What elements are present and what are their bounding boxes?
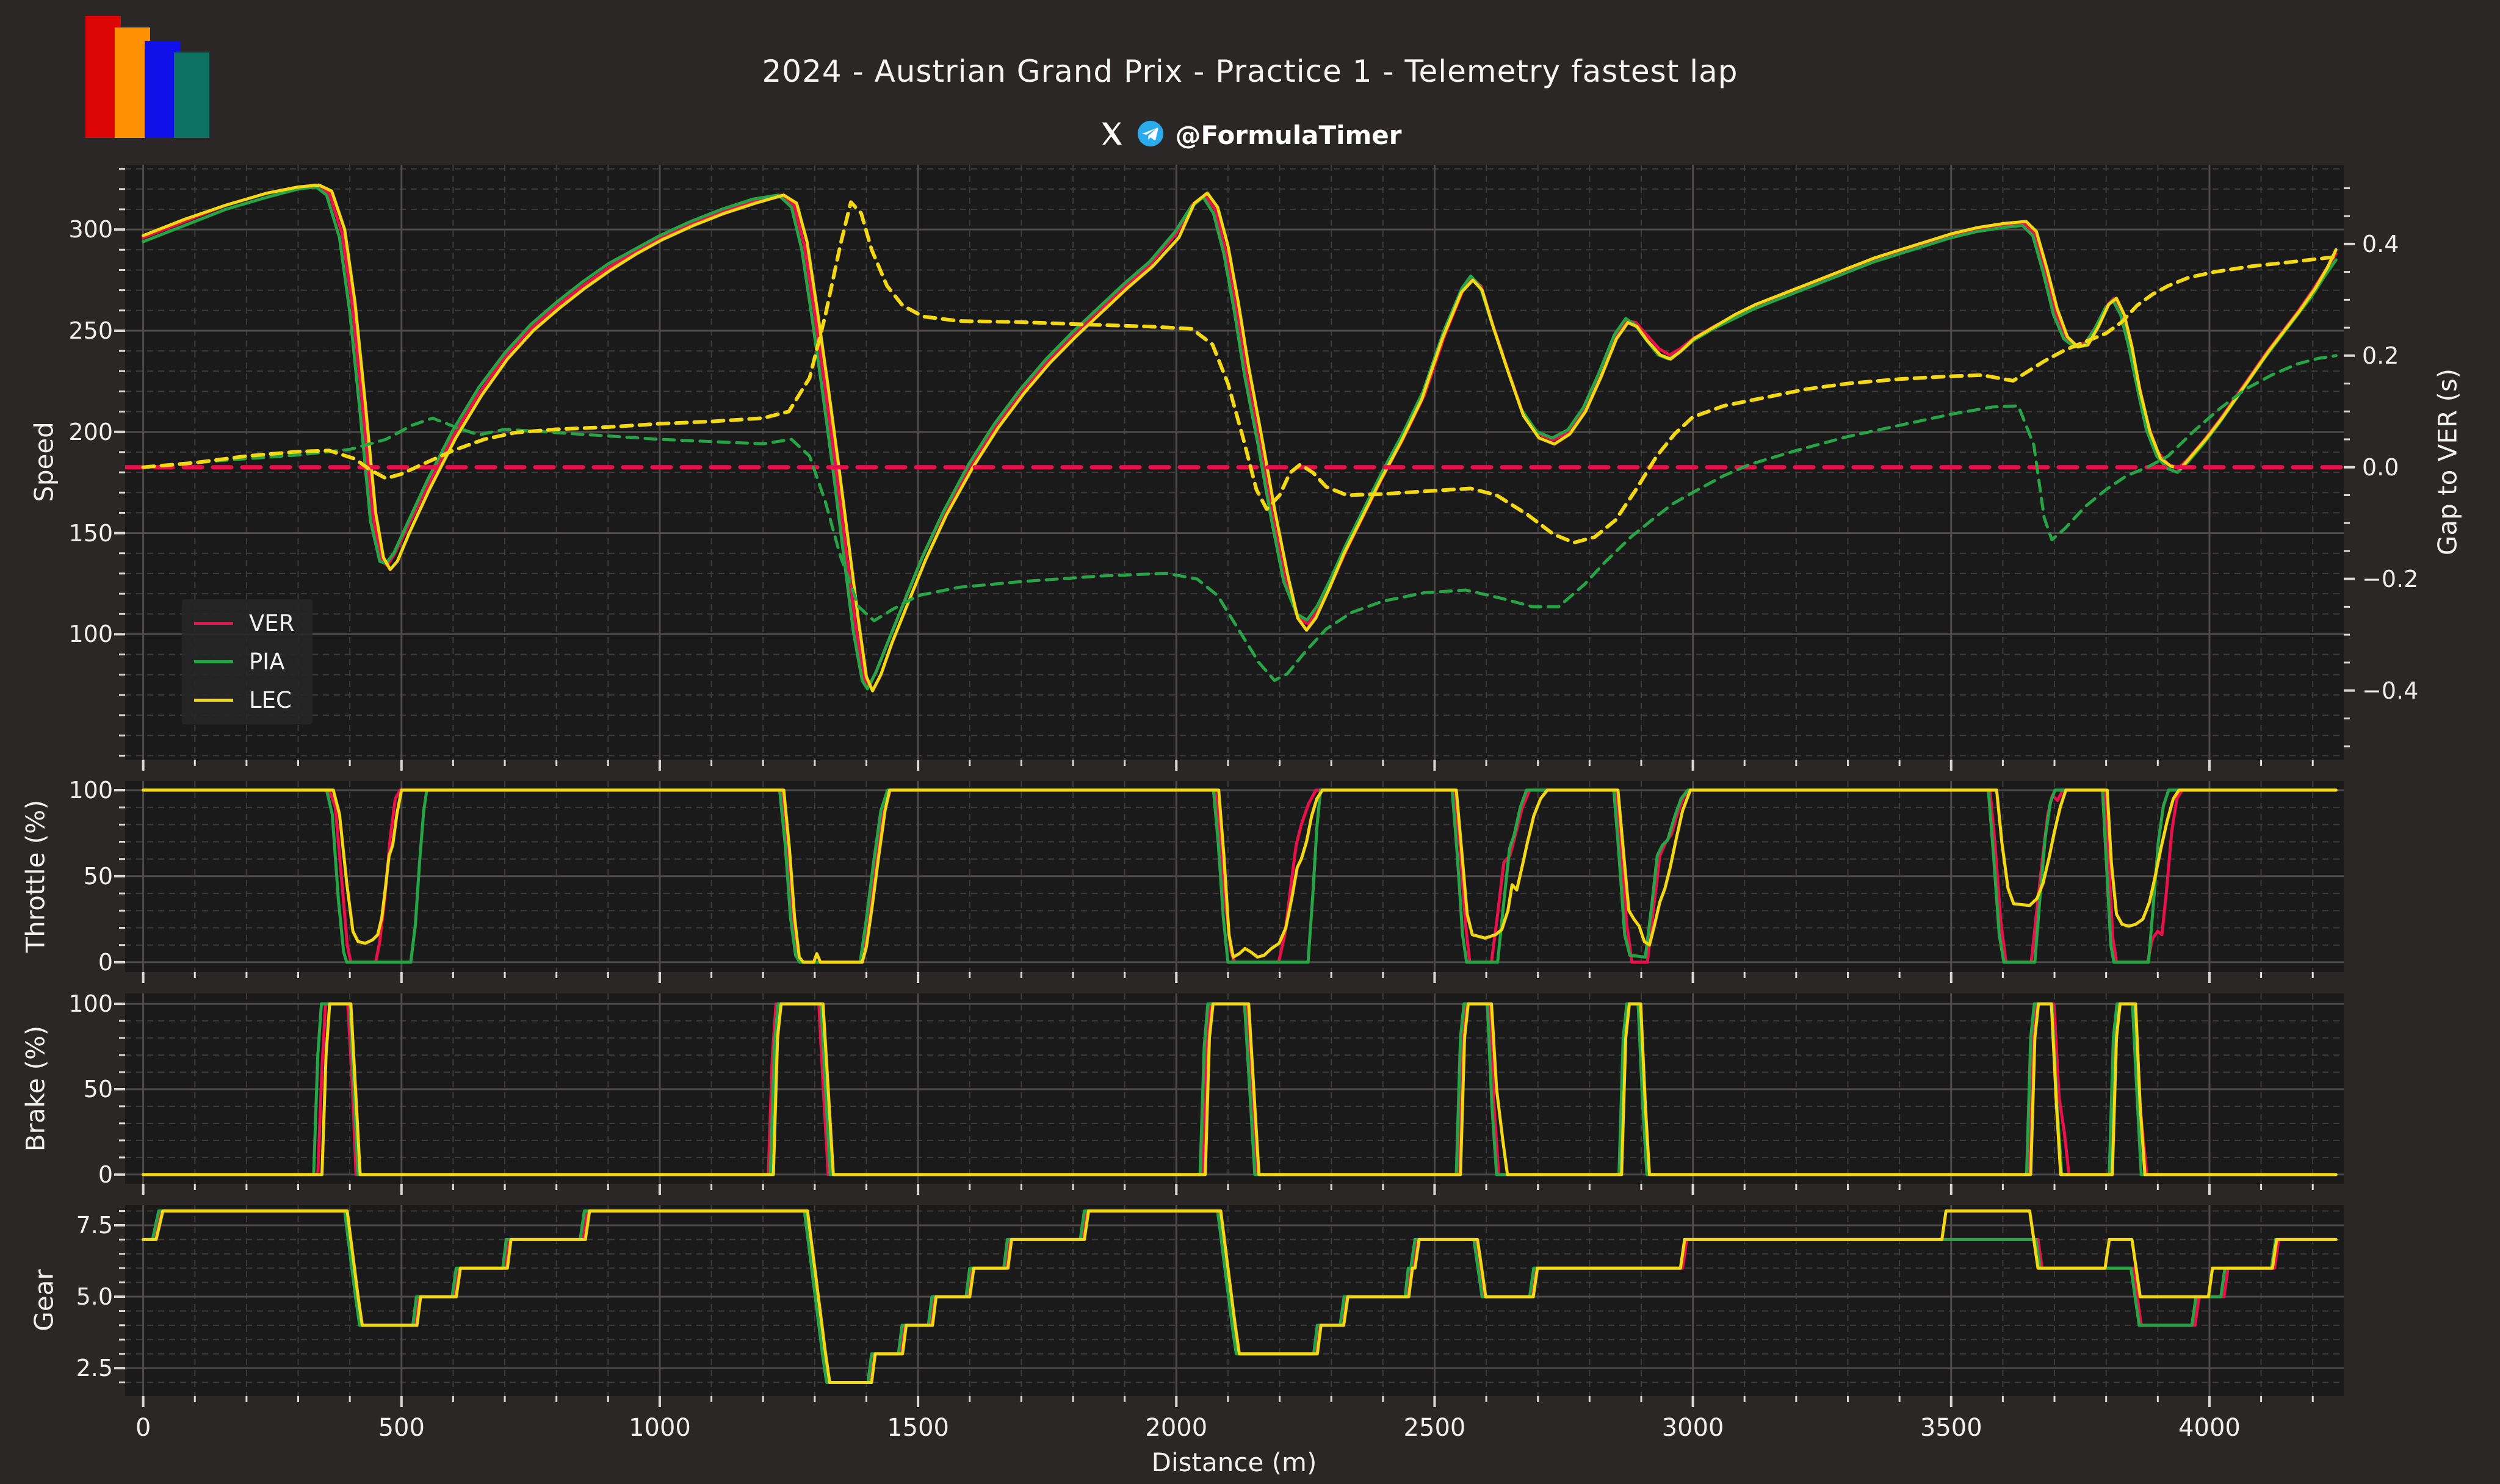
pia-line-swatch xyxy=(194,660,233,663)
gap-tick-label: 0.4 xyxy=(2362,230,2399,258)
x-tick-label: 2500 xyxy=(1403,1414,1466,1442)
y-tick-label: 5.0 xyxy=(76,1283,113,1311)
x-tick-label: 2000 xyxy=(1145,1414,1208,1442)
legend-item-lec: LEC xyxy=(194,687,294,713)
y-tick-label: 100 xyxy=(68,990,113,1018)
legend: VER PIA LEC xyxy=(182,599,313,724)
gap-tick-label: −0.4 xyxy=(2362,677,2419,704)
ver-line-swatch xyxy=(194,622,233,625)
y-tick-label: 2.5 xyxy=(76,1355,113,1382)
y-tick-label: 100 xyxy=(68,776,113,804)
social-handle: @FormulaTimer xyxy=(1175,120,1402,150)
gap-tick-label: 0.2 xyxy=(2362,342,2399,369)
y-tick-label: 7.5 xyxy=(76,1212,113,1239)
x-tick-label: 0 xyxy=(135,1414,151,1442)
y-tick-label: 0 xyxy=(98,1161,113,1188)
x-tick-label: 4000 xyxy=(2178,1414,2241,1442)
legend-item-pia: PIA xyxy=(194,649,294,675)
page-title: 2024 - Austrian Grand Prix - Practice 1 … xyxy=(762,54,1738,89)
x-axis-label: Distance (m) xyxy=(1151,1447,1317,1477)
y-tick-label: 50 xyxy=(83,862,113,890)
brake-plot xyxy=(114,993,2344,1195)
gap-tick-label: −0.2 xyxy=(2362,565,2419,593)
orange-bar xyxy=(115,27,150,138)
teal-bar xyxy=(174,52,209,138)
x-tick-label: 3000 xyxy=(1661,1414,1724,1442)
gear-plot xyxy=(114,1205,2344,1407)
lec-line-swatch xyxy=(194,699,233,702)
x-tick-label: 1000 xyxy=(629,1414,691,1442)
legend-item-ver: VER xyxy=(194,610,294,636)
gap-tick-label: 0.0 xyxy=(2362,453,2399,481)
y-tick-label: 300 xyxy=(68,216,113,243)
y-tick-label: 200 xyxy=(68,418,113,445)
subtitle: @FormulaTimer xyxy=(0,120,2500,150)
throttle-plot xyxy=(114,781,2344,983)
speed-gap-plot xyxy=(114,165,2355,771)
y-tick-label: 0 xyxy=(98,948,113,976)
y-tick-label: 150 xyxy=(68,519,113,547)
x-tick-label: 1500 xyxy=(887,1414,949,1442)
x-tick-label: 3500 xyxy=(1920,1414,1982,1442)
y-tick-label: 250 xyxy=(68,317,113,344)
x-tick-label: 500 xyxy=(378,1414,425,1442)
y-tick-label: 100 xyxy=(68,621,113,648)
y-tick-label: 50 xyxy=(83,1075,113,1103)
x-twitter-icon xyxy=(1099,120,1125,149)
telegram-icon xyxy=(1136,120,1165,150)
gap-axis-label: Gap to VER (s) xyxy=(2432,368,2463,556)
